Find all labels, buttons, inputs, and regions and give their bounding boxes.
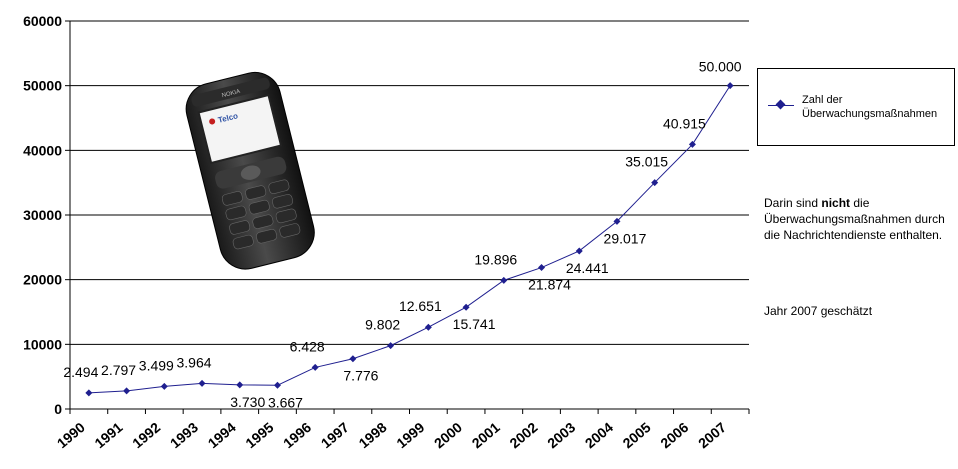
x-tick-label: 2002 — [506, 419, 540, 451]
data-point — [123, 387, 131, 395]
x-tick-label: 1998 — [355, 419, 389, 451]
data-point — [160, 382, 168, 390]
x-tick-label: 2005 — [620, 419, 654, 451]
y-tick-labels: 0 10000 20000 30000 40000 50000 60000 — [23, 13, 62, 417]
data-label: 2.494 — [63, 364, 98, 380]
x-tick-label: 1992 — [129, 419, 163, 451]
svg-text:NOKIA: NOKIA — [221, 89, 241, 99]
data-label: 3.964 — [177, 354, 212, 370]
x-tick-label: 1996 — [280, 419, 314, 451]
note-estimate: Jahr 2007 geschätzt — [764, 304, 873, 318]
x-tick-label: 1997 — [318, 419, 352, 451]
data-point — [198, 379, 206, 387]
data-point — [462, 303, 470, 311]
data-label: 15.741 — [453, 316, 496, 332]
y-tick-label: 30000 — [23, 207, 62, 223]
data-label: 21.874 — [528, 277, 571, 293]
data-point — [387, 342, 395, 350]
note-text-1: Darin sind — [764, 196, 822, 210]
x-tick-label: 1999 — [393, 419, 427, 451]
x-tick-label: 2004 — [582, 419, 616, 451]
data-label: 2.797 — [101, 362, 136, 378]
x-tick-label: 2001 — [469, 419, 503, 451]
data-point — [688, 140, 696, 148]
data-label: 3.730 — [230, 394, 265, 410]
data-label: 19.896 — [474, 251, 517, 267]
data-point — [349, 355, 357, 363]
y-tick-label: 10000 — [23, 336, 62, 352]
legend: Zahl der Überwachungsmaßnahmen — [757, 68, 955, 146]
y-tick-label: 60000 — [23, 13, 62, 29]
data-point — [85, 389, 93, 397]
note-text-2: die Überwachungsmaßnahmen durch die Nach… — [764, 196, 945, 242]
x-tick-label: 2003 — [544, 419, 578, 451]
legend-diamond-icon — [775, 99, 786, 110]
data-point — [500, 276, 508, 284]
series-line — [88, 85, 731, 394]
note-text-bold: nicht — [821, 196, 851, 210]
x-tick-label: 2000 — [431, 419, 465, 451]
data-point — [538, 264, 546, 272]
y-tick-label: 50000 — [23, 78, 62, 94]
y-tick-label: 0 — [54, 401, 62, 417]
note-intelligence-services: Darin sind nicht die Überwachungsmaßnahm… — [764, 195, 956, 243]
data-label: 50.000 — [699, 59, 742, 75]
x-tick-label: 2006 — [657, 419, 691, 451]
x-tick-label: 1990 — [54, 419, 88, 451]
data-label: 12.651 — [399, 298, 442, 314]
data-label: 29.017 — [604, 230, 647, 246]
data-label: 24.441 — [566, 260, 609, 276]
x-tick-label: 1993 — [167, 419, 201, 451]
y-tick-label: 20000 — [23, 272, 62, 288]
x-tick-label: 1994 — [205, 419, 239, 451]
series-line — [85, 82, 734, 397]
x-tick-label: 2007 — [695, 419, 729, 451]
data-labels: 2.494 2.797 3.499 3.964 3.730 3.667 6.428 7.776… — [63, 59, 741, 411]
y-tick-label: 40000 — [23, 142, 62, 158]
mobile-phone-image: NOKIA Telco — [185, 71, 315, 270]
x-tick-label: 1995 — [242, 419, 276, 451]
data-point — [273, 381, 281, 389]
data-label: 9.802 — [365, 317, 400, 333]
data-point — [236, 381, 244, 389]
x-tick-labels: 1990 1991 1992 1993 1994 1995 1996 1997 1998 1999… — [54, 419, 730, 451]
data-point — [575, 247, 583, 255]
data-label: 3.667 — [268, 394, 303, 410]
data-point — [311, 363, 319, 371]
legend-label: Zahl der Überwachungsmaßnahmen — [802, 94, 938, 120]
data-point — [424, 323, 432, 331]
data-label: 6.428 — [290, 338, 325, 354]
data-label: 35.015 — [625, 154, 668, 170]
data-label: 40.915 — [663, 115, 706, 131]
axes — [65, 20, 750, 414]
data-point — [726, 82, 734, 90]
data-point — [651, 179, 659, 187]
gridlines — [70, 20, 749, 345]
data-label: 7.776 — [343, 368, 378, 384]
x-tick-label: 1991 — [91, 419, 125, 451]
data-label: 3.499 — [139, 357, 174, 373]
data-point — [613, 217, 621, 225]
